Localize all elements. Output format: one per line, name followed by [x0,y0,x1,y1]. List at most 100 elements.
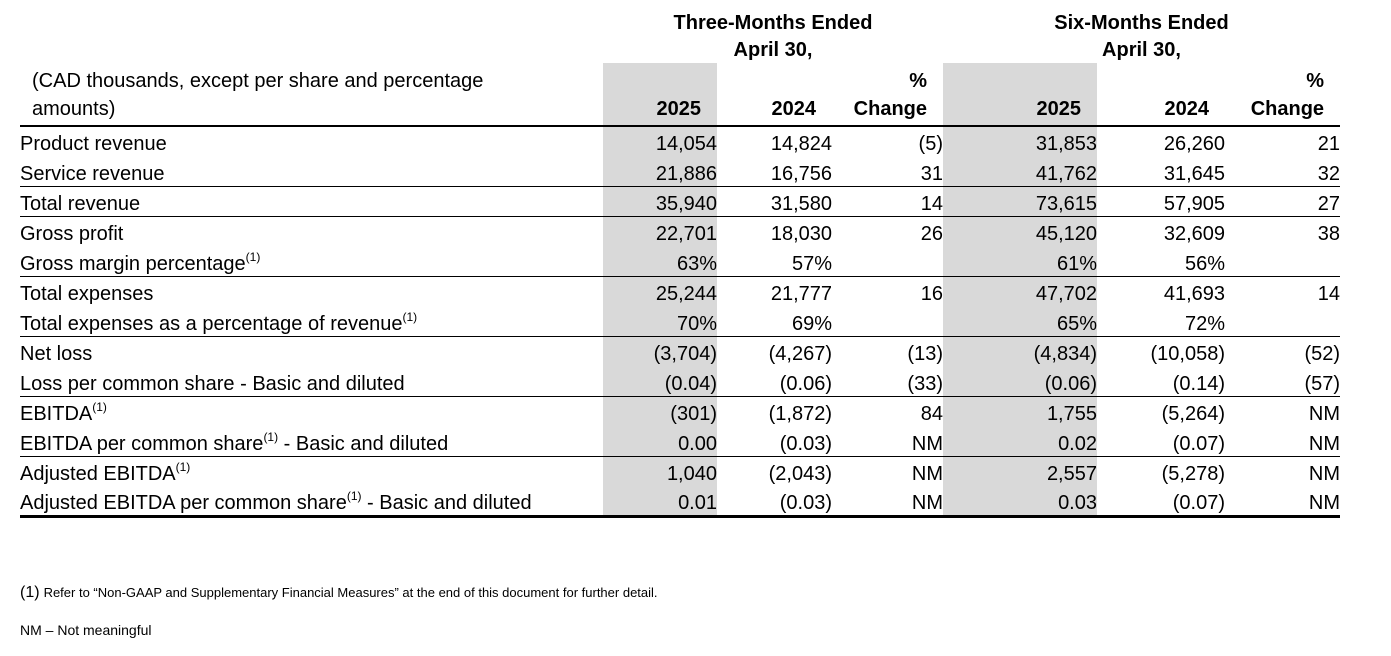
value-cell: 41,693 [1163,283,1225,305]
footnote-1: (1) Refer to “Non-GAAP and Supplementary … [20,583,1391,601]
value-cell: (0.14) [1097,366,1225,397]
value-cell: 61% [943,246,1097,277]
row-label-text: Total expenses as a percentage of revenu… [20,312,403,335]
value-cell: 16 [920,283,943,305]
value-cell [1225,246,1341,277]
value-cell: (2,043) [768,463,832,485]
period-subtitle-row: April 30, April 30, [20,38,1340,63]
value-cell: 14 [832,186,943,217]
row-label: Adjusted EBITDA(1) [20,456,603,486]
units-note-line1: (CAD thousands, except per share and per… [32,70,484,92]
table-row: Gross profit 22,701 18,030 26 45,120 32,609 38 [20,216,1340,246]
value-cell: (5,278) [1161,463,1225,485]
value-cell: (52) [1304,343,1341,365]
value-cell: NM [832,426,943,457]
value-cell: 38 [1317,223,1341,245]
value-cell [832,246,943,277]
value-cell: 14,824 [770,133,832,155]
value-cell: (10,058) [1150,343,1226,365]
table-row: EBITDA(1) (301) (1,872) 84 1,755 (5,264) NM [20,396,1340,426]
change-label: Change [853,98,927,120]
value-cell: (4,267) [768,343,832,365]
table-row: Net loss (3,704) (4,267) (13) (4,834) (10,058… [20,336,1340,366]
row-label-suffix: - Basic and diluted [361,491,532,514]
table-row: Total expenses as a percentage of revenu… [20,306,1341,337]
row-label-suffix: - Basic and diluted [278,432,449,455]
row-label-text: Net loss [20,343,93,365]
footnote-ref-icon: (1) [175,460,191,475]
value-cell: 16,756 [717,156,832,187]
table-row: Total revenue 35,940 31,580 14 73,615 57,905 2… [20,186,1341,217]
value-cell: NM [1308,403,1341,425]
row-label-text: EBITDA [20,403,93,425]
value-cell: 45,120 [943,216,1097,246]
value-cell: 57% [717,246,832,277]
row-label: Gross margin percentage(1) [20,246,603,277]
table-row: Total expenses 25,244 21,777 16 47,702 41,693… [20,276,1340,306]
footnote-1-marker: (1) [20,583,40,601]
value-cell: 22,701 [603,216,717,246]
row-label-text: Total revenue [20,192,141,215]
three-months-date-subheader: April 30, [733,39,813,61]
table-row: Product revenue 14,054 14,824 (5) 31,853 26,2… [20,126,1340,156]
footnote-ref-icon: (1) [245,249,261,264]
col-header-2025-three-months: 2025 [603,63,717,127]
value-cell: 41,762 [943,156,1097,187]
value-cell: 0.03 [943,486,1097,518]
value-cell: 73,615 [943,186,1097,217]
table-row: Loss per common share - Basic and dilute… [20,366,1341,397]
value-cell: 14,054 [603,126,717,156]
row-label: Adjusted EBITDA per common share(1) - Ba… [20,486,603,518]
value-cell: 31,853 [943,126,1097,156]
row-label-text: Service revenue [20,162,165,185]
value-cell: 35,940 [603,186,717,217]
value-cell: (3,704) [603,336,717,366]
value-cell: NM [911,463,943,485]
value-cell: 21,777 [770,283,832,305]
row-label-text: Loss per common share - Basic and dilute… [20,372,405,395]
col-header-2025-six-months: 2025 [943,63,1097,127]
value-cell: 26,260 [1163,133,1225,155]
units-note: (CAD thousands, except per share and per… [20,63,603,127]
row-label-text: EBITDA per common share [20,432,264,455]
value-cell: (0.04) [603,366,717,397]
col-header-pct-change-six-months: % Change [1225,63,1341,127]
row-label-text: Adjusted EBITDA per common share [20,491,347,514]
row-label: Total expenses as a percentage of revenu… [20,306,603,337]
value-cell: 84 [920,403,943,425]
value-cell: NM [832,486,943,518]
value-cell: 70% [603,306,717,337]
row-label: EBITDA(1) [20,396,603,426]
six-months-date-subheader: April 30, [1102,39,1181,61]
value-cell: 25,244 [603,276,717,306]
col-header-pct-change-three-months: % Change [832,63,943,127]
nm-note: NM – Not meaningful [20,621,152,638]
value-cell: (301) [603,396,717,426]
row-label: Loss per common share - Basic and dilute… [20,366,603,397]
value-cell: (1,872) [768,403,832,425]
value-cell: 21 [1317,133,1341,155]
row-label-text: Total expenses [20,283,154,305]
six-months-ended-header: Six-Months Ended [1054,11,1229,34]
value-cell: 65% [943,306,1097,337]
value-cell: 63% [603,246,717,277]
row-label: Gross profit [20,216,603,246]
value-cell: 21,886 [603,156,717,187]
value-cell [1225,306,1341,337]
value-cell: (5,264) [1161,403,1225,425]
table-body: Product revenue 14,054 14,824 (5) 31,853 26,2… [20,126,1341,518]
row-label: Net loss [20,336,603,366]
table-row: Service revenue 21,886 16,756 31 41,762 31,64… [20,156,1341,187]
value-cell: 0.01 [603,486,717,518]
footnote-ref-icon: (1) [92,400,107,415]
value-cell: 0.00 [603,426,717,457]
footnote-1-text: Refer to “Non-GAAP and Supplementary Fin… [43,584,658,600]
value-cell: 56% [1097,246,1225,277]
row-label-text: Product revenue [20,133,167,155]
row-label-text: Adjusted EBITDA [20,463,176,485]
value-cell: NM [1308,463,1341,485]
financial-summary-table: Three-Months Ended Six-Months Ended Apri… [20,8,1341,518]
units-note-line2: amounts) [32,98,116,120]
value-cell: (57) [1225,366,1341,397]
value-cell: 2,557 [943,456,1097,486]
